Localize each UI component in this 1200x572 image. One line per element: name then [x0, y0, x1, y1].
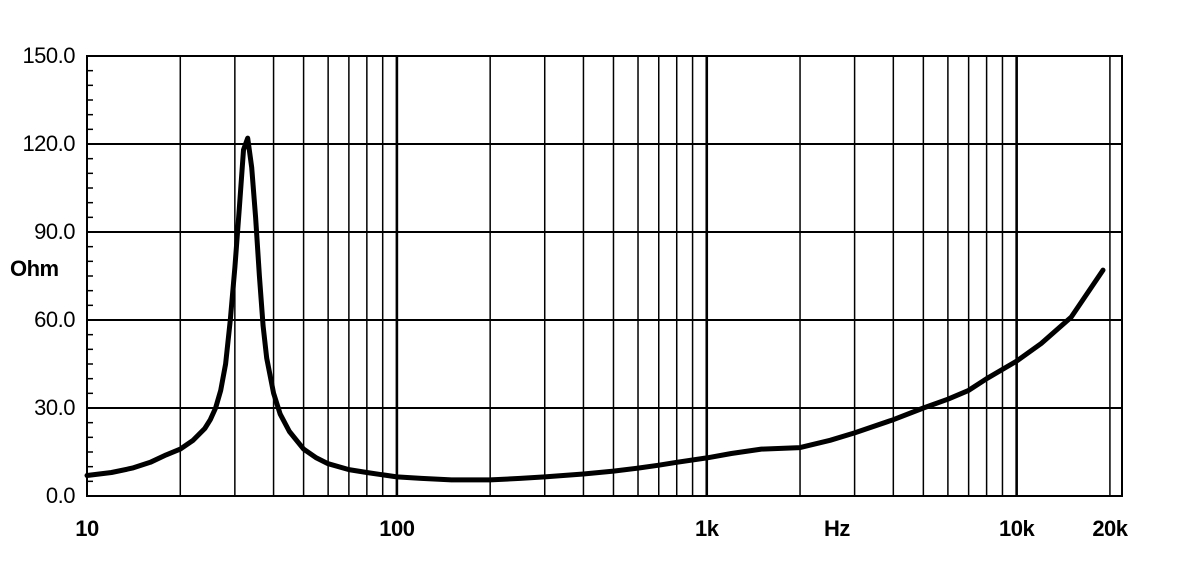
y-tick-label: 120.0 [22, 131, 75, 156]
y-tick-label: 60.0 [34, 307, 75, 332]
y-tick-label: 90.0 [34, 219, 75, 244]
y-tick-label: 30.0 [34, 395, 75, 420]
grid [86, 55, 1123, 497]
x-tick-label: 10k [999, 516, 1035, 541]
x-tick-label: 100 [379, 516, 414, 541]
x-tick-label: 20k [1092, 516, 1128, 541]
y-axis-ticks: 0.0 30.0 60.0 90.0 120.0 150.0 [22, 43, 75, 508]
x-axis-label: Hz [824, 516, 850, 541]
y-tick-label: 150.0 [22, 43, 75, 68]
x-tick-label: 10 [75, 516, 99, 541]
y-axis-label: Ohm [10, 256, 59, 281]
y-tick-label: 0.0 [46, 483, 75, 508]
x-axis-ticks: 10 100 1k 10k 20k [75, 516, 1129, 541]
impedance-curve [84, 135, 1106, 483]
plot-frame [86, 55, 1123, 497]
x-tick-label: 1k [695, 516, 720, 541]
